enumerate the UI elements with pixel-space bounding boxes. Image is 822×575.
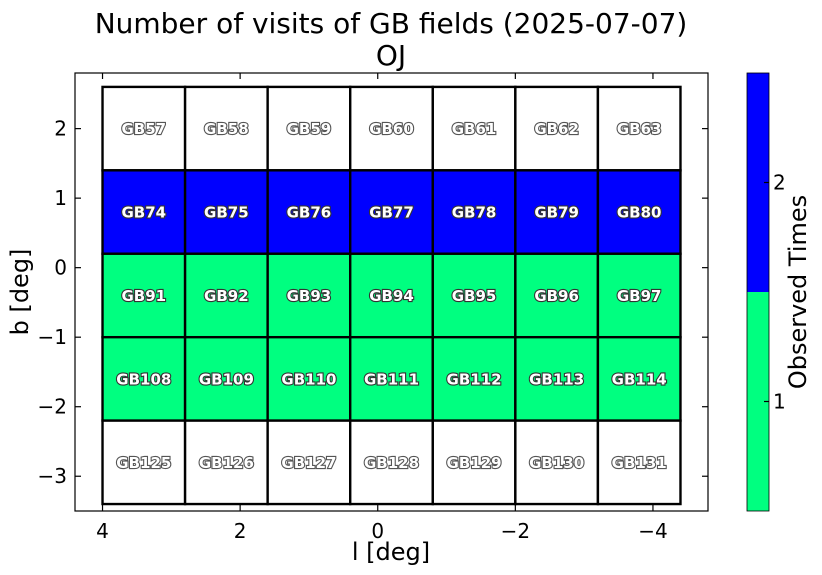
field-label-gb96: GB96	[534, 287, 579, 305]
field-label-gb97: GB97	[617, 287, 662, 305]
field-label-gb78: GB78	[452, 204, 497, 222]
y-axis-label: b [deg]	[6, 249, 34, 336]
x-tick-label: 2	[234, 519, 247, 543]
y-tick-label: −1	[38, 325, 67, 349]
field-label-gb60: GB60	[369, 120, 414, 138]
x-tick-label: 4	[96, 519, 109, 543]
field-label-gb127: GB127	[281, 454, 336, 472]
field-cell-gb91	[101, 252, 187, 339]
field-label-gb112: GB112	[447, 370, 502, 388]
field-cell-gb62	[514, 85, 600, 172]
field-label-gb74: GB74	[121, 204, 166, 222]
field-label-gb79: GB79	[534, 204, 579, 222]
field-label-gb131: GB131	[612, 454, 667, 472]
field-cell-gb112	[431, 335, 517, 422]
field-cell-gb93	[266, 252, 352, 339]
y-tick-label: −2	[38, 395, 67, 419]
field-cell-gb74	[101, 169, 187, 255]
field-label-gb76: GB76	[287, 204, 332, 222]
field-cell-gb126	[183, 419, 269, 506]
field-label-gb94: GB94	[369, 287, 414, 305]
x-tick-label: 0	[371, 519, 384, 543]
field-label-gb125: GB125	[116, 454, 171, 472]
field-label-gb63: GB63	[617, 120, 662, 138]
field-cell-gb92	[183, 252, 269, 339]
field-cell-gb78	[431, 169, 517, 255]
field-label-gb95: GB95	[452, 287, 497, 305]
field-label-gb126: GB126	[199, 454, 254, 472]
field-label-gb91: GB91	[121, 287, 166, 305]
plot-frame	[74, 72, 709, 512]
field-cell-gb113	[514, 335, 600, 422]
y-tick-label: 1	[54, 186, 67, 210]
chart-subtitle: OJ	[376, 39, 406, 72]
field-label-gb129: GB129	[447, 454, 502, 472]
field-label-gb110: GB110	[281, 370, 336, 388]
colorbar-bin-2	[747, 73, 769, 292]
field-cell-gb80	[596, 169, 682, 255]
field-cells	[101, 85, 682, 506]
field-label-gb130: GB130	[529, 454, 584, 472]
field-label-gb113: GB113	[529, 370, 584, 388]
field-label-gb109: GB109	[199, 370, 254, 388]
field-label-gb62: GB62	[534, 120, 579, 138]
y-tick-label: 0	[54, 256, 67, 280]
field-label-gb57: GB57	[121, 120, 166, 138]
field-label-gb58: GB58	[204, 120, 249, 138]
field-cell-gb127	[266, 419, 352, 506]
field-cell-gb77	[349, 169, 434, 255]
colorbar-frame	[746, 72, 770, 512]
chart-title: Number of visits of GB fields (2025-07-0…	[95, 7, 688, 40]
field-cell-gb128	[349, 419, 434, 506]
field-cell-gb75	[183, 169, 269, 255]
y-ticks: 2 1 0 −1 −2 −3	[38, 117, 708, 488]
field-cell-gb131	[596, 419, 682, 506]
field-label-gb59: GB59	[287, 120, 332, 138]
field-label-gb92: GB92	[204, 287, 249, 305]
colorbar: 12	[746, 72, 786, 512]
field-cell-gb63	[596, 85, 682, 172]
field-label-gb108: GB108	[116, 370, 171, 388]
field-label-gb114: GB114	[612, 370, 667, 388]
colorbar-tick-label: 2	[773, 171, 786, 195]
field-label-gb80: GB80	[617, 204, 662, 222]
field-cell-gb108	[101, 335, 187, 422]
x-axis-label: l [deg]	[352, 538, 430, 566]
field-cell-gb109	[183, 335, 269, 422]
field-cell-gb125	[101, 419, 187, 506]
x-tick-label: −2	[501, 519, 530, 543]
y-tick-label: 2	[54, 117, 67, 141]
field-label-gb75: GB75	[204, 204, 249, 222]
y-tick-label: −3	[38, 464, 67, 488]
x-ticks: 4 2 0 −2 −4	[96, 73, 668, 543]
colorbar-tick-label: 1	[773, 390, 786, 414]
x-tick-label: −4	[638, 519, 667, 543]
field-label-gb128: GB128	[364, 454, 419, 472]
field-label-gb61: GB61	[452, 120, 497, 138]
field-labels: GB57 GB58 GB59 GB60 GB61 GB62 GB63 GB74 GB75 GB76…	[115, 119, 668, 473]
field-label-gb93: GB93	[287, 287, 332, 305]
colorbar-label: Observed Times	[784, 195, 812, 389]
field-label-gb111: GB111	[364, 370, 419, 388]
colorbar-bin-1	[747, 292, 769, 511]
field-cell-gb60	[349, 85, 434, 172]
field-cell-gb96	[514, 252, 600, 339]
field-label-gb77: GB77	[369, 204, 414, 222]
